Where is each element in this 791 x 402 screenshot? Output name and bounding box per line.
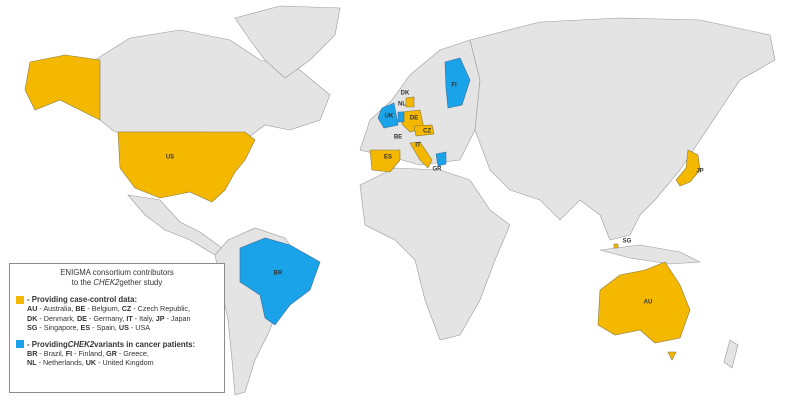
country-name: - Italy, <box>132 313 156 323</box>
legend-title-line: to the CHEK2gether study <box>16 278 218 288</box>
legend-line: SG - Singapore, ES - Spain, US - USA <box>27 323 218 333</box>
map-label: DE <box>410 116 418 122</box>
indonesia <box>599 244 702 265</box>
country-name: - United Kingdom <box>96 358 154 367</box>
country-code: IT <box>126 313 133 323</box>
greenland <box>234 5 341 79</box>
netherlands <box>397 111 405 123</box>
map-label: JP <box>696 169 703 175</box>
japan <box>675 149 701 187</box>
australia <box>597 261 691 344</box>
country-code: AU <box>27 304 38 313</box>
text: - Providing case-control data: <box>27 295 138 304</box>
map-label: CZ <box>423 129 431 135</box>
greece <box>435 151 447 167</box>
legend-swatch <box>16 295 24 304</box>
country-code: JP <box>155 313 165 323</box>
italy <box>409 141 433 169</box>
map-label: UK <box>385 114 394 120</box>
map-label: IT <box>415 143 421 149</box>
country-code: US <box>118 323 129 332</box>
asia <box>469 17 776 241</box>
brazil <box>239 237 321 326</box>
map-label: DK <box>401 91 410 97</box>
country-name: - Japan <box>164 313 191 323</box>
map-label: US <box>166 155 174 161</box>
legend-title-line: ENIGMA consortium contributors <box>60 268 174 277</box>
gene-name: CHEK2 <box>93 278 120 287</box>
spain <box>369 149 401 173</box>
country-name: - Germany, <box>86 313 127 323</box>
country-name: - Czech Republic, <box>131 304 191 313</box>
text: - Providing <box>27 339 68 349</box>
case-control-countries <box>24 54 701 361</box>
country-code: UK <box>85 358 97 367</box>
map-label: BE <box>394 135 402 141</box>
gene-name: CHEK2 <box>67 339 95 349</box>
country-name: - Finland, <box>72 348 107 358</box>
legend-groups: - Providing case-control data: AU - Austr… <box>16 295 218 368</box>
legend-heading: - Providing CHEK2 variants in cancer pat… <box>16 340 218 349</box>
text: to the <box>71 278 94 287</box>
legend-title: ENIGMA consortium contributors to the CH… <box>16 268 218 288</box>
country-name: - Denmark, <box>37 313 77 323</box>
country-name: - Brazil, <box>37 348 66 358</box>
legend: ENIGMA consortium contributors to the CH… <box>9 263 225 393</box>
variant-countries <box>239 57 471 326</box>
text: gether study <box>119 278 163 287</box>
country-code: FI <box>65 348 73 358</box>
legend-heading: - Providing case-control data: <box>16 295 218 304</box>
country-name: - Belgium, <box>85 304 122 313</box>
tasmania <box>667 351 677 361</box>
uk <box>377 102 399 129</box>
country-name: - Greece, <box>116 348 149 358</box>
country-name: - Australia, <box>37 304 76 313</box>
map-label: FI <box>451 83 457 89</box>
map-label: BR <box>274 271 283 277</box>
country-code: CZ <box>121 304 132 313</box>
alaska <box>24 54 101 121</box>
map-label: GR <box>433 167 443 173</box>
central-america <box>127 194 229 259</box>
map-label: ES <box>384 155 392 161</box>
map-label: NL <box>398 102 406 108</box>
country-name: - USA <box>128 323 151 332</box>
legend-line: BR - Brazil, FI - Finland, GR - Greece, <box>27 349 218 359</box>
singapore <box>613 243 619 249</box>
czechia <box>413 124 435 137</box>
country-code: NL <box>27 358 37 367</box>
country-code: GR <box>106 348 117 358</box>
finland <box>444 57 471 109</box>
country-code: DK <box>27 313 38 323</box>
country-code: ES <box>80 323 91 332</box>
map-label: AU <box>644 300 653 306</box>
africa <box>359 167 511 341</box>
denmark <box>405 96 415 108</box>
country-name: - Spain, <box>90 323 119 332</box>
legend-line: DK - Denmark, DE - Germany, IT - Italy, … <box>27 314 218 324</box>
country-code: BR <box>27 348 38 358</box>
legend-swatch <box>16 340 24 348</box>
map-label: SG <box>623 239 632 245</box>
country-name: - Netherlands, <box>36 358 86 367</box>
legend-line: NL - Netherlands, UK - United Kingdom <box>27 358 218 368</box>
legend-line: AU - Australia, BE - Belgium, CZ - Czech… <box>27 304 218 314</box>
country-code: BE <box>75 304 86 313</box>
usa <box>117 131 256 203</box>
country-code: SG <box>27 323 38 332</box>
country-name: - Singapore, <box>37 323 81 332</box>
text: variants in cancer patients: <box>94 339 196 349</box>
new-zealand <box>723 339 739 369</box>
country-code: DE <box>76 313 87 323</box>
